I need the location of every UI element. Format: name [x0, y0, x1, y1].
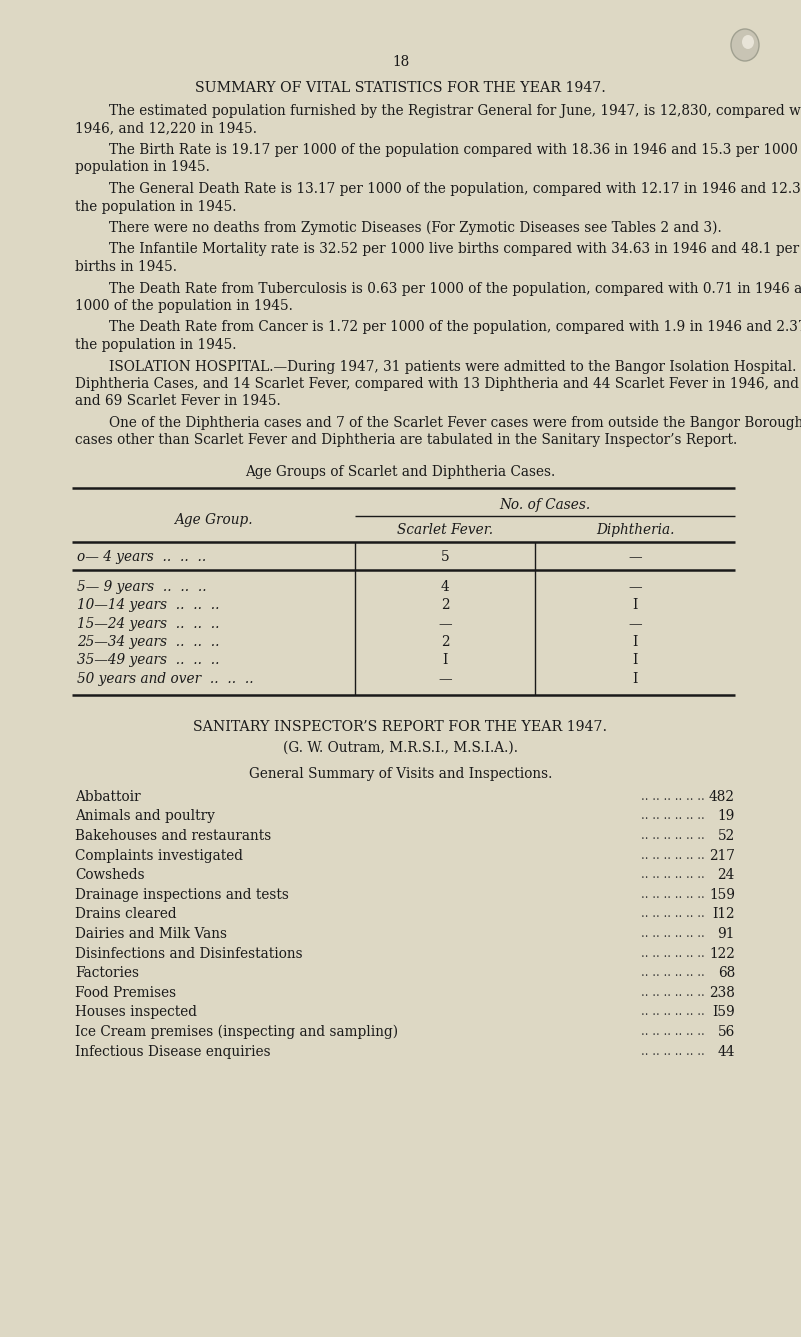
- Text: I: I: [632, 654, 638, 667]
- Text: One of the Diphtheria cases and 7 of the Scarlet Fever cases were from outside t: One of the Diphtheria cases and 7 of the…: [109, 416, 801, 431]
- Text: 5— 9 years  ..  ..  ..: 5— 9 years .. .. ..: [77, 580, 207, 594]
- Text: Cowsheds: Cowsheds: [75, 868, 145, 882]
- Text: There were no deaths from Zymotic Diseases (For Zymotic Diseases see Tables 2 an: There were no deaths from Zymotic Diseas…: [109, 221, 722, 235]
- Ellipse shape: [742, 35, 754, 49]
- Text: 217: 217: [709, 849, 735, 862]
- Text: 122: 122: [709, 947, 735, 960]
- Text: 10—14 years  ..  ..  ..: 10—14 years .. .. ..: [77, 599, 219, 612]
- Text: .. .. .. .. .. ..: .. .. .. .. .. ..: [642, 790, 705, 802]
- Text: 44: 44: [718, 1044, 735, 1059]
- Text: Food Premises: Food Premises: [75, 985, 176, 1000]
- Text: 4: 4: [441, 580, 449, 594]
- Text: and 69 Scarlet Fever in 1945.: and 69 Scarlet Fever in 1945.: [75, 394, 280, 409]
- Text: .. .. .. .. .. ..: .. .. .. .. .. ..: [642, 1005, 705, 1019]
- Text: 19: 19: [718, 809, 735, 824]
- Text: o— 4 years  ..  ..  ..: o— 4 years .. .. ..: [77, 550, 206, 564]
- Text: 68: 68: [718, 967, 735, 980]
- Text: .. .. .. .. .. ..: .. .. .. .. .. ..: [642, 967, 705, 979]
- Text: Houses inspected: Houses inspected: [75, 1005, 197, 1019]
- Text: —: —: [438, 616, 452, 631]
- Text: —: —: [438, 673, 452, 686]
- Text: .. .. .. .. .. ..: .. .. .. .. .. ..: [642, 927, 705, 940]
- Text: SANITARY INSPECTOR’S REPORT FOR THE YEAR 1947.: SANITARY INSPECTOR’S REPORT FOR THE YEAR…: [193, 719, 608, 734]
- Text: Dairies and Milk Vans: Dairies and Milk Vans: [75, 927, 227, 941]
- Text: ISOLATION HOSPITAL.—During 1947, 31 patients were admitted to the Bangor Isolati: ISOLATION HOSPITAL.—During 1947, 31 pati…: [109, 360, 801, 373]
- Text: .. .. .. .. .. ..: .. .. .. .. .. ..: [642, 868, 705, 881]
- Text: The Death Rate from Tuberculosis is 0.63 per 1000 of the population, compared wi: The Death Rate from Tuberculosis is 0.63…: [109, 282, 801, 295]
- Text: Infectious Disease enquiries: Infectious Disease enquiries: [75, 1044, 271, 1059]
- Text: .. .. .. .. .. ..: .. .. .. .. .. ..: [642, 829, 705, 842]
- Text: 18: 18: [392, 55, 409, 70]
- Text: Ice Cream premises (inspecting and sampling): Ice Cream premises (inspecting and sampl…: [75, 1025, 398, 1039]
- Text: 24: 24: [718, 868, 735, 882]
- Text: The estimated population furnished by the Registrar General for June, 1947, is 1: The estimated population furnished by th…: [109, 104, 801, 118]
- Text: Abbattoir: Abbattoir: [75, 790, 141, 804]
- Text: Drainage inspections and tests: Drainage inspections and tests: [75, 888, 289, 901]
- Text: .. .. .. .. .. ..: .. .. .. .. .. ..: [642, 888, 705, 901]
- Text: cases other than Scarlet Fever and Diphtheria are tabulated in the Sanitary Insp: cases other than Scarlet Fever and Dipht…: [75, 433, 737, 448]
- Text: The General Death Rate is 13.17 per 1000 of the population, compared with 12.17 : The General Death Rate is 13.17 per 1000…: [109, 182, 801, 197]
- Ellipse shape: [731, 29, 759, 62]
- Text: Age Group.: Age Group.: [174, 512, 253, 527]
- Text: 15—24 years  ..  ..  ..: 15—24 years .. .. ..: [77, 616, 219, 631]
- Text: births in 1945.: births in 1945.: [75, 259, 177, 274]
- Text: I12: I12: [712, 908, 735, 921]
- Text: 159: 159: [709, 888, 735, 901]
- Text: General Summary of Visits and Inspections.: General Summary of Visits and Inspection…: [249, 767, 552, 781]
- Text: 50 years and over  ..  ..  ..: 50 years and over .. .. ..: [77, 673, 254, 686]
- Text: Drains cleared: Drains cleared: [75, 908, 177, 921]
- Text: Disinfections and Disinfestations: Disinfections and Disinfestations: [75, 947, 303, 960]
- Text: I59: I59: [712, 1005, 735, 1019]
- Text: I: I: [632, 635, 638, 650]
- Text: I: I: [632, 599, 638, 612]
- Text: 25—34 years  ..  ..  ..: 25—34 years .. .. ..: [77, 635, 219, 650]
- Text: —: —: [628, 550, 642, 564]
- Text: 56: 56: [718, 1025, 735, 1039]
- Text: —: —: [628, 580, 642, 594]
- Text: SUMMARY OF VITAL STATISTICS FOR THE YEAR 1947.: SUMMARY OF VITAL STATISTICS FOR THE YEAR…: [195, 82, 606, 95]
- Text: 35—49 years  ..  ..  ..: 35—49 years .. .. ..: [77, 654, 219, 667]
- Text: .. .. .. .. .. ..: .. .. .. .. .. ..: [642, 947, 705, 960]
- Text: .. .. .. .. .. ..: .. .. .. .. .. ..: [642, 809, 705, 822]
- Text: —: —: [628, 616, 642, 631]
- Text: 238: 238: [709, 985, 735, 1000]
- Text: population in 1945.: population in 1945.: [75, 160, 210, 175]
- Text: The Infantile Mortality rate is 32.52 per 1000 live births compared with 34.63 i: The Infantile Mortality rate is 32.52 pe…: [109, 242, 801, 257]
- Text: 5: 5: [441, 550, 449, 564]
- Text: Animals and poultry: Animals and poultry: [75, 809, 215, 824]
- Text: Complaints investigated: Complaints investigated: [75, 849, 243, 862]
- Text: 1946, and 12,220 in 1945.: 1946, and 12,220 in 1945.: [75, 122, 257, 135]
- Text: the population in 1945.: the population in 1945.: [75, 338, 236, 352]
- Text: No. of Cases.: No. of Cases.: [499, 497, 590, 512]
- Text: (G. W. Outram, M.R.S.I., M.S.I.A.).: (G. W. Outram, M.R.S.I., M.S.I.A.).: [283, 741, 518, 755]
- Text: I: I: [442, 654, 448, 667]
- Text: 2: 2: [441, 599, 449, 612]
- Text: The Birth Rate is 19.17 per 1000 of the population compared with 18.36 in 1946 a: The Birth Rate is 19.17 per 1000 of the …: [109, 143, 801, 156]
- Text: the population in 1945.: the population in 1945.: [75, 199, 236, 214]
- Text: Diphtheria.: Diphtheria.: [596, 523, 674, 536]
- Text: 52: 52: [718, 829, 735, 842]
- Text: .. .. .. .. .. ..: .. .. .. .. .. ..: [642, 1025, 705, 1038]
- Text: 2: 2: [441, 635, 449, 650]
- Text: Diphtheria Cases, and 14 Scarlet Fever, compared with 13 Diphtheria and 44 Scarl: Diphtheria Cases, and 14 Scarlet Fever, …: [75, 377, 801, 390]
- Text: The Death Rate from Cancer is 1.72 per 1000 of the population, compared with 1.9: The Death Rate from Cancer is 1.72 per 1…: [109, 321, 801, 334]
- Text: 91: 91: [718, 927, 735, 941]
- Text: Scarlet Fever.: Scarlet Fever.: [397, 523, 493, 536]
- Text: .. .. .. .. .. ..: .. .. .. .. .. ..: [642, 908, 705, 920]
- Text: .. .. .. .. .. ..: .. .. .. .. .. ..: [642, 985, 705, 999]
- Text: 1000 of the population in 1945.: 1000 of the population in 1945.: [75, 299, 293, 313]
- Text: .. .. .. .. .. ..: .. .. .. .. .. ..: [642, 1044, 705, 1058]
- Text: Factories: Factories: [75, 967, 139, 980]
- Text: .. .. .. .. .. ..: .. .. .. .. .. ..: [642, 849, 705, 861]
- Text: Bakehouses and restaurants: Bakehouses and restaurants: [75, 829, 272, 842]
- Text: Age Groups of Scarlet and Diphtheria Cases.: Age Groups of Scarlet and Diphtheria Cas…: [245, 465, 556, 479]
- Text: 482: 482: [709, 790, 735, 804]
- Text: I: I: [632, 673, 638, 686]
